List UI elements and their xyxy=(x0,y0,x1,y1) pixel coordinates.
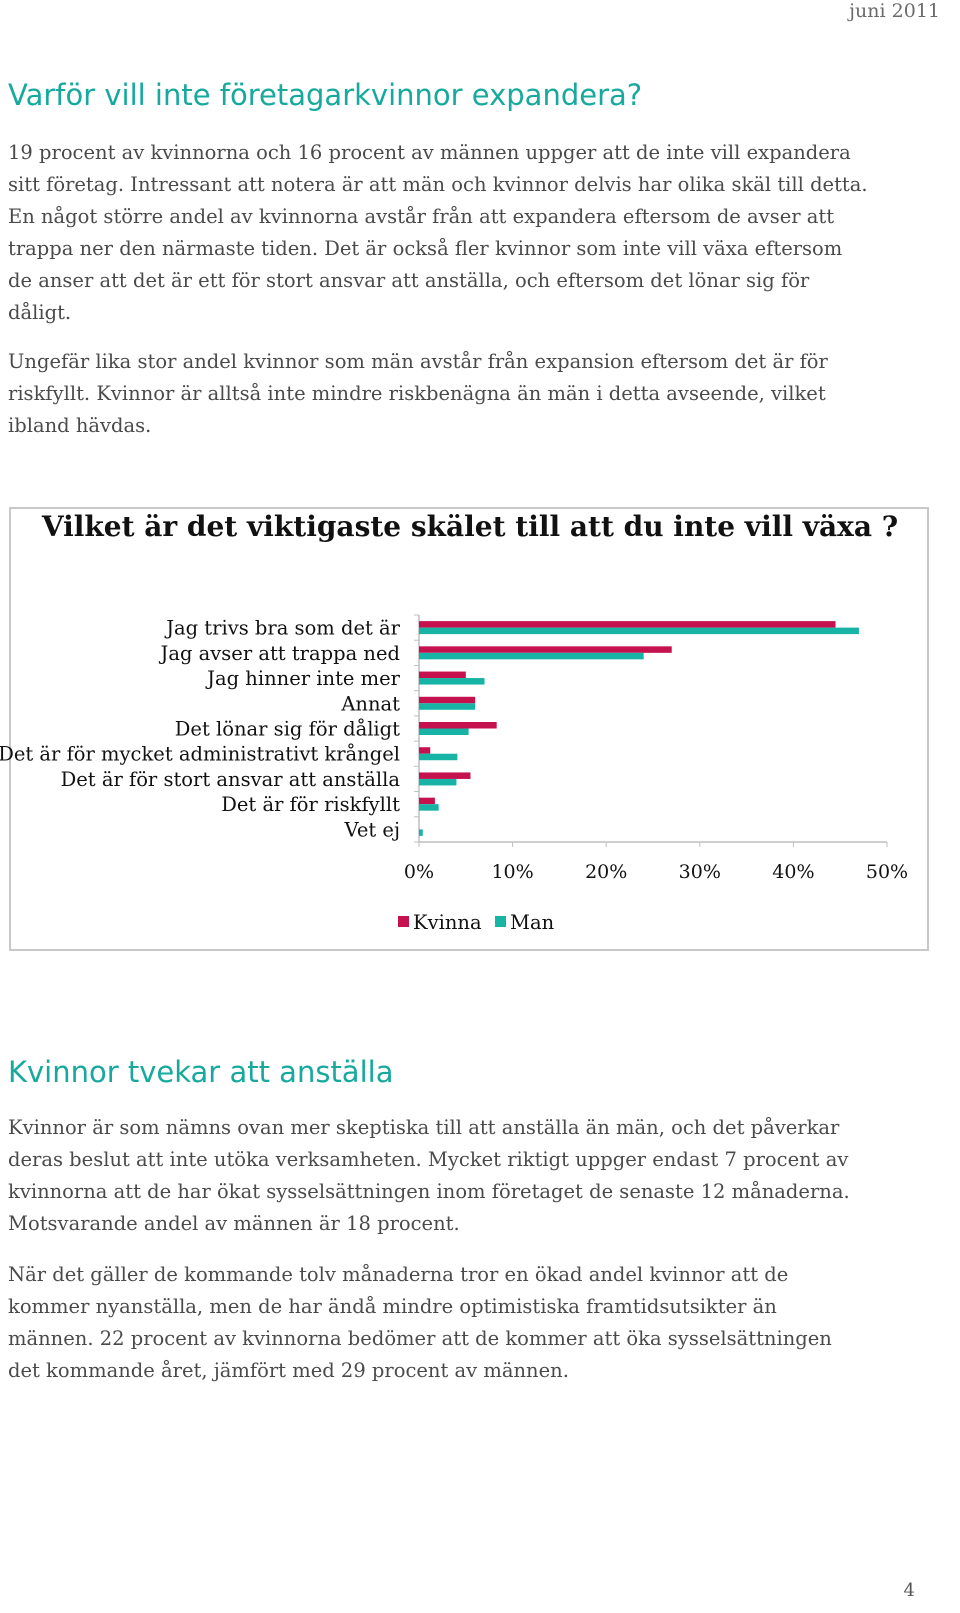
chart-title: Vilket är det viktigaste skälet till att… xyxy=(41,510,899,543)
paragraph-expand-reasons: 19 procent av kvinnorna och 16 procent a… xyxy=(8,141,868,324)
section-heading-expand: Varför vill inte företagarkvinnor expand… xyxy=(8,78,643,112)
paragraph-risk: Ungefär lika stor andel kvinnor som män … xyxy=(8,350,828,437)
paragraph-hiring-future: När det gäller de kommande tolv månadern… xyxy=(8,1263,832,1382)
document-date: juni 2011 xyxy=(849,0,940,22)
section-heading-hiring: Kvinnor tvekar att anställa xyxy=(8,1055,394,1089)
chart-frame xyxy=(9,507,929,951)
page-number: 4 xyxy=(903,1580,915,1601)
paragraph-hiring-past: Kvinnor är som nämns ovan mer skeptiska … xyxy=(8,1116,850,1235)
